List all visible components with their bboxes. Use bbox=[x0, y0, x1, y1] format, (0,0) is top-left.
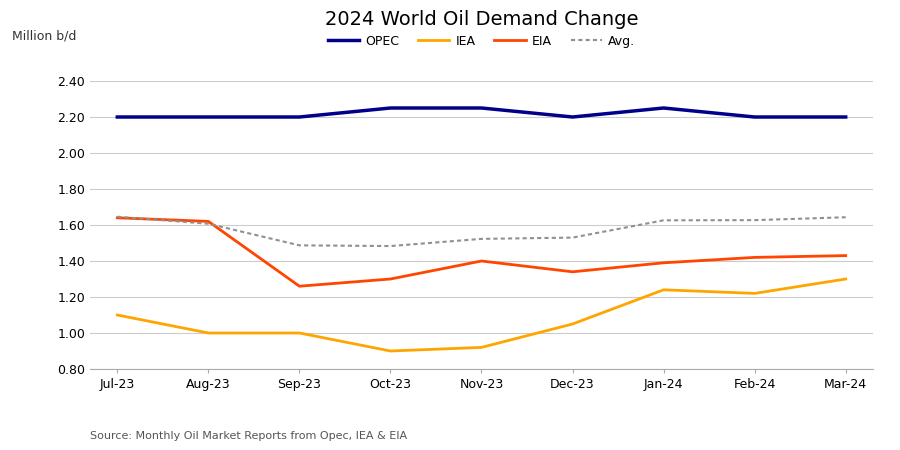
Line: Avg.: Avg. bbox=[117, 217, 846, 246]
EIA bbox=[476, 258, 487, 264]
OPEC bbox=[203, 114, 214, 120]
IEA bbox=[203, 330, 214, 336]
Avg. bbox=[385, 243, 396, 249]
EIA bbox=[203, 219, 214, 224]
IEA bbox=[841, 276, 851, 282]
Line: IEA: IEA bbox=[117, 279, 846, 351]
Text: Million b/d: Million b/d bbox=[12, 29, 77, 42]
IEA bbox=[749, 291, 760, 296]
EIA bbox=[749, 255, 760, 260]
OPEC bbox=[749, 114, 760, 120]
Avg. bbox=[567, 235, 578, 240]
Avg. bbox=[658, 218, 669, 223]
Avg. bbox=[203, 221, 214, 226]
IEA bbox=[385, 348, 396, 354]
Line: EIA: EIA bbox=[117, 218, 846, 286]
EIA bbox=[567, 269, 578, 274]
Line: OPEC: OPEC bbox=[117, 108, 846, 117]
Avg. bbox=[841, 215, 851, 220]
OPEC bbox=[385, 105, 396, 111]
EIA bbox=[112, 215, 122, 220]
Avg. bbox=[749, 217, 760, 223]
IEA bbox=[476, 345, 487, 350]
OPEC bbox=[658, 105, 669, 111]
EIA bbox=[658, 260, 669, 265]
OPEC bbox=[294, 114, 305, 120]
OPEC bbox=[476, 105, 487, 111]
EIA bbox=[294, 284, 305, 289]
IEA bbox=[294, 330, 305, 336]
OPEC bbox=[567, 114, 578, 120]
OPEC bbox=[841, 114, 851, 120]
Text: Source: Monthly Oil Market Reports from Opec, IEA & EIA: Source: Monthly Oil Market Reports from … bbox=[90, 431, 407, 441]
Title: 2024 World Oil Demand Change: 2024 World Oil Demand Change bbox=[325, 10, 638, 29]
IEA bbox=[112, 312, 122, 318]
Legend: OPEC, IEA, EIA, Avg.: OPEC, IEA, EIA, Avg. bbox=[323, 30, 640, 53]
OPEC bbox=[112, 114, 122, 120]
Avg. bbox=[476, 236, 487, 242]
EIA bbox=[385, 276, 396, 282]
IEA bbox=[567, 321, 578, 327]
Avg. bbox=[112, 214, 122, 220]
EIA bbox=[841, 253, 851, 258]
Avg. bbox=[294, 243, 305, 248]
IEA bbox=[658, 287, 669, 292]
